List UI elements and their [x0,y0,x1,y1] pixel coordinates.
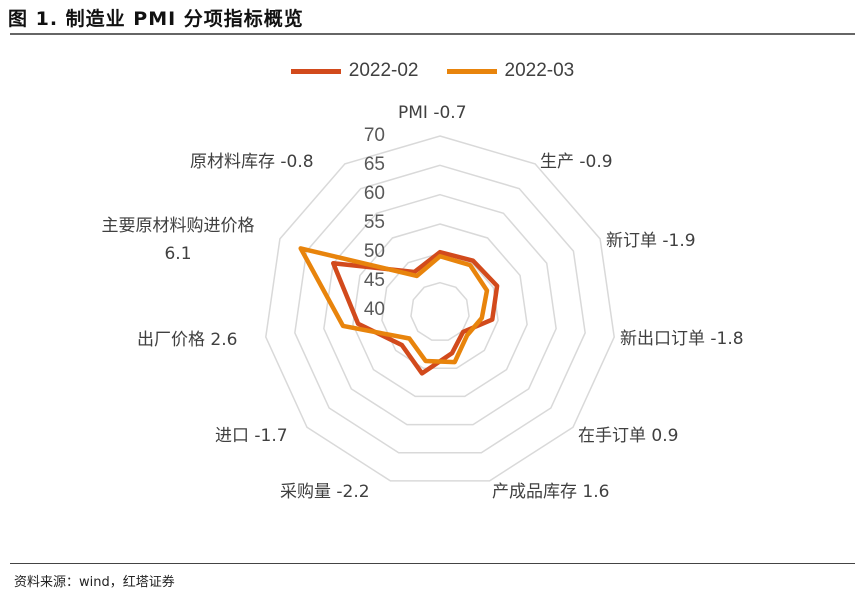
tick-label: 50 [363,241,385,262]
legend-swatch [446,68,497,74]
tick-label: 70 [363,125,385,146]
grid-ring [265,135,615,482]
category-label: 产成品库存 1.6 [492,482,610,502]
grid-ring [352,223,528,398]
tick-label: 60 [363,183,385,204]
legend-label: 2022-02 [348,60,419,81]
category-label: 原材料库存 -0.8 [190,152,314,172]
legend-swatch [290,68,341,74]
source-note: 资料来源：wind，红塔证券 [14,575,175,590]
series-2022-03 [298,246,490,365]
figure-title: 图 1. 制造业 PMI 分项指标概览 [8,8,304,30]
category-label: 生产 -0.9 [540,152,613,172]
title-divider [10,33,855,35]
category-label: PMI -0.7 [398,103,467,123]
legend: 2022-02 2022-03 [0,60,865,82]
category-label: 进口 -1.7 [215,426,288,446]
tick-label: 40 [363,299,385,320]
category-label: 出厂价格 2.6 [137,330,238,350]
tick-label: 55 [363,212,385,233]
category-label: 主要原材料购进价格 6.1 [101,216,255,264]
footer-divider [10,563,855,564]
category-label: 采购量 -2.2 [280,482,370,502]
grid-ring [323,193,557,426]
tick-label: 45 [363,270,385,291]
grid-ring [294,164,586,454]
legend-item-2022-02: 2022-02 [290,60,419,82]
grid-ring [410,281,470,341]
tick-label: 65 [363,154,385,175]
legend-label: 2022-03 [504,60,575,81]
category-label: 在手订单 0.9 [578,426,679,446]
grid-ring [381,252,499,370]
legend-item-2022-03: 2022-03 [446,60,575,82]
category-label: 新订单 -1.9 [606,231,696,251]
category-label: 新出口订单 -1.8 [620,329,744,349]
